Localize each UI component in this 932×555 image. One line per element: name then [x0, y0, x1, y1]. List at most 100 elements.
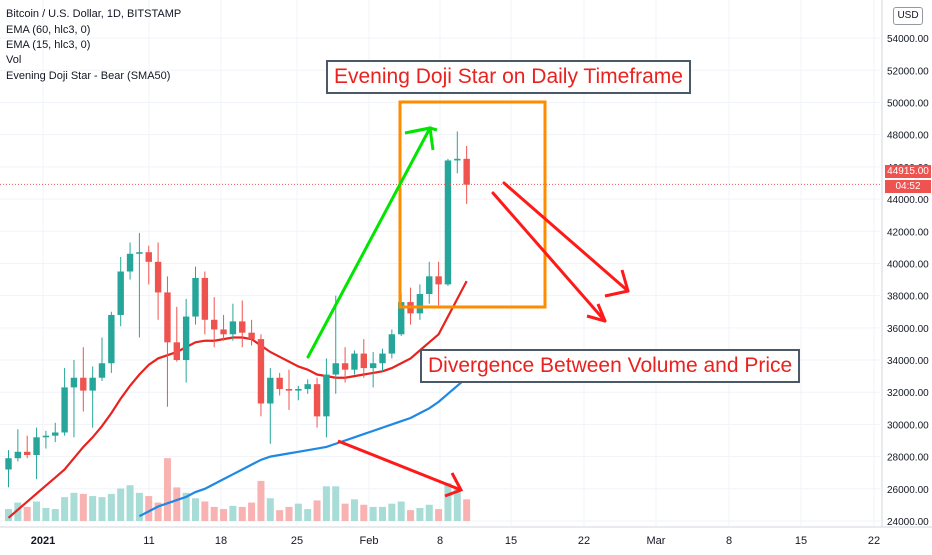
candle-body: [276, 377, 283, 390]
candle-body: [360, 353, 367, 369]
y-tick-label: 34000.00: [887, 356, 929, 367]
y-tick-label: 48000.00: [887, 131, 929, 142]
candle-body: [70, 377, 78, 388]
candle-body: [154, 261, 162, 293]
volume-bar: [163, 458, 171, 521]
y-tick-label: 30000.00: [887, 420, 929, 431]
volume-bar: [70, 492, 78, 521]
candle-body: [14, 451, 22, 459]
candle-body: [239, 321, 246, 333]
candle-body: [182, 316, 190, 361]
volume-bar: [98, 497, 106, 521]
candle-body: [89, 377, 96, 391]
candle-body: [42, 435, 50, 438]
volume-bar: [107, 493, 115, 521]
volume-bar: [313, 500, 321, 521]
candle-body: [211, 319, 218, 330]
volume-bar: [192, 498, 199, 521]
candle-body: [192, 277, 199, 317]
volume-bar: [304, 509, 312, 521]
volume-bar: [89, 496, 97, 521]
y-tick-label: 32000.00: [887, 388, 929, 399]
candle-body: [285, 389, 293, 391]
candle-body: [267, 377, 274, 404]
y-tick-label: 26000.00: [887, 485, 929, 496]
x-tick-label: 22: [868, 535, 880, 547]
candle-body: [435, 276, 442, 285]
chart-title: Bitcoin / U.S. Dollar, 1D, BITSTAMP: [6, 8, 182, 20]
currency-button[interactable]: USD: [893, 7, 923, 25]
indicator-ema60: EMA (60, hlc3, 0): [6, 24, 91, 36]
red-arrow-volume: [337, 439, 462, 492]
x-tick-label: Feb: [360, 535, 379, 547]
x-tick-label: 15: [505, 535, 517, 547]
candle-body: [248, 332, 255, 340]
volume-bar: [332, 486, 340, 521]
volume-bar: [14, 502, 22, 521]
volume-bar: [388, 503, 396, 521]
volume-bar: [463, 499, 471, 521]
y-tick-label: 24000.00: [887, 517, 929, 528]
volume-bar: [248, 502, 256, 521]
volume-bar: [453, 488, 461, 521]
candle-body: [220, 329, 227, 335]
volume-bar: [444, 483, 452, 521]
red-arrow-1-head: [586, 303, 607, 323]
candle-body: [444, 160, 452, 285]
candle-body: [201, 277, 209, 320]
candle-body: [52, 432, 59, 436]
y-tick-label: 54000.00: [887, 34, 929, 45]
volume-bar: [341, 503, 349, 521]
volume-bar: [117, 488, 125, 521]
volume-bar: [360, 504, 368, 521]
indicator-vol: Vol: [6, 54, 22, 66]
volume-bar: [379, 506, 386, 521]
candle-body: [304, 384, 311, 390]
volume-bar: [210, 506, 218, 521]
ema15-line: [7, 280, 468, 519]
candle-body: [5, 458, 12, 470]
candle-body: [379, 353, 386, 364]
volume-bar: [154, 502, 162, 521]
candle-body: [398, 302, 405, 335]
annotation-volume-divergence: Divergence Between Volume and Price: [420, 349, 801, 383]
volume-bar: [238, 506, 246, 521]
candle-body: [257, 339, 265, 404]
candle-body: [80, 377, 87, 391]
candle-body: [229, 321, 237, 335]
candle-body: [136, 252, 143, 254]
y-tick-label: 44000.00: [887, 195, 929, 206]
volume-bar: [266, 498, 274, 521]
candle-body: [98, 363, 106, 378]
volume-bar: [369, 506, 377, 521]
candle-body: [295, 389, 302, 391]
volume-bar: [220, 509, 228, 521]
y-tick-label: 40000.00: [887, 259, 929, 270]
y-tick-label: 28000.00: [887, 453, 929, 464]
candle-body: [117, 271, 124, 315]
candle-body: [173, 342, 180, 361]
volume-bar: [5, 509, 12, 521]
volume-bar: [42, 508, 50, 521]
green-arrow-head2: [404, 126, 435, 151]
pattern-highlight-box: [398, 100, 547, 309]
countdown-tag: 04:52: [885, 180, 931, 193]
candle-body: [313, 384, 321, 417]
candle-body: [61, 387, 68, 433]
volume-bar: [61, 497, 69, 521]
candle-body: [454, 158, 461, 161]
candle-body: [126, 253, 134, 272]
volume-bar: [23, 506, 31, 521]
last-price-tag: 44915.00: [885, 165, 931, 178]
volume-bar: [350, 499, 358, 521]
candle-body: [388, 334, 396, 354]
candle-body: [463, 158, 470, 185]
volume-bar: [51, 509, 59, 521]
volume-bar: [294, 503, 302, 521]
indicator-ema15: EMA (15, hlc3, 0): [6, 39, 91, 51]
green-arrow: [306, 126, 432, 359]
x-tick-label: 8: [726, 535, 732, 547]
red-arrow-2-head: [604, 269, 630, 298]
candle-body: [145, 252, 152, 262]
x-tick-label: 11: [143, 535, 154, 547]
